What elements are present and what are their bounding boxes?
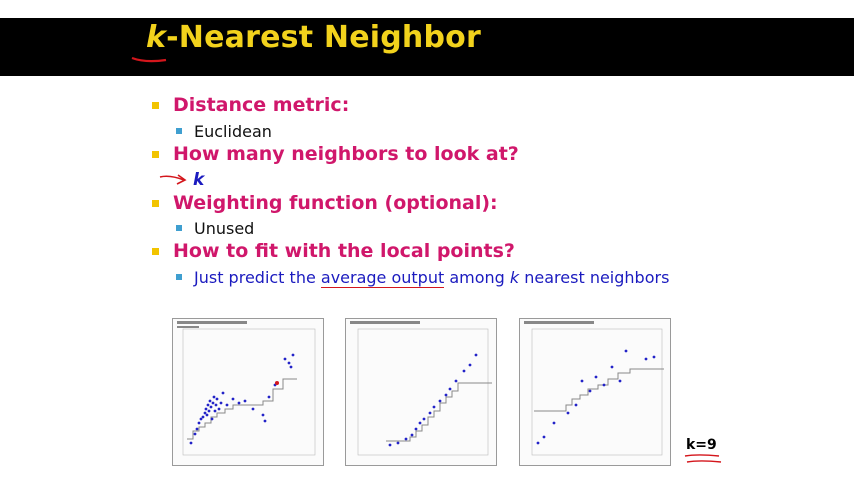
title-rest: -Nearest Neighbor xyxy=(166,20,481,55)
bullet-neighbors: How many neighbors to look at? xyxy=(173,143,519,165)
predict-underlined: average output xyxy=(320,268,445,288)
knn-plot-3 xyxy=(519,318,671,466)
knn-plot-2 xyxy=(345,318,497,466)
slide-title: k-Nearest Neighbor xyxy=(146,20,481,55)
title-bar xyxy=(0,18,854,76)
sub-euclidean: Euclidean xyxy=(194,122,272,141)
sub-bullet-marker xyxy=(176,128,182,134)
bullet-marker xyxy=(152,200,159,207)
bullet-marker xyxy=(152,248,159,255)
predict-post: nearest neighbors xyxy=(519,268,670,287)
title-annotation xyxy=(131,56,167,63)
bullet-fit: How to fit with the local points? xyxy=(173,240,515,262)
knn-plot-1 xyxy=(172,318,324,466)
bullet-weighting: Weighting function (optional): xyxy=(173,192,498,214)
arrow-annotation xyxy=(159,174,187,185)
predict-pre: Just predict the xyxy=(194,268,321,287)
k9-annotation xyxy=(684,454,722,463)
bullet-distance-metric: Distance metric: xyxy=(173,94,350,116)
predict-k: k xyxy=(509,268,520,287)
sub-bullet-marker xyxy=(176,274,182,280)
bullet-marker xyxy=(152,151,159,158)
bullet-marker xyxy=(152,102,159,109)
sub-unused: Unused xyxy=(194,219,255,238)
sub-predict: Just predict the average output among k … xyxy=(194,268,670,288)
sub-bullet-marker xyxy=(176,225,182,231)
sub-k: k xyxy=(193,170,205,190)
k-equals-9-label: k=9 xyxy=(686,437,717,453)
predict-mid: among xyxy=(444,268,510,287)
title-k: k xyxy=(146,20,167,55)
